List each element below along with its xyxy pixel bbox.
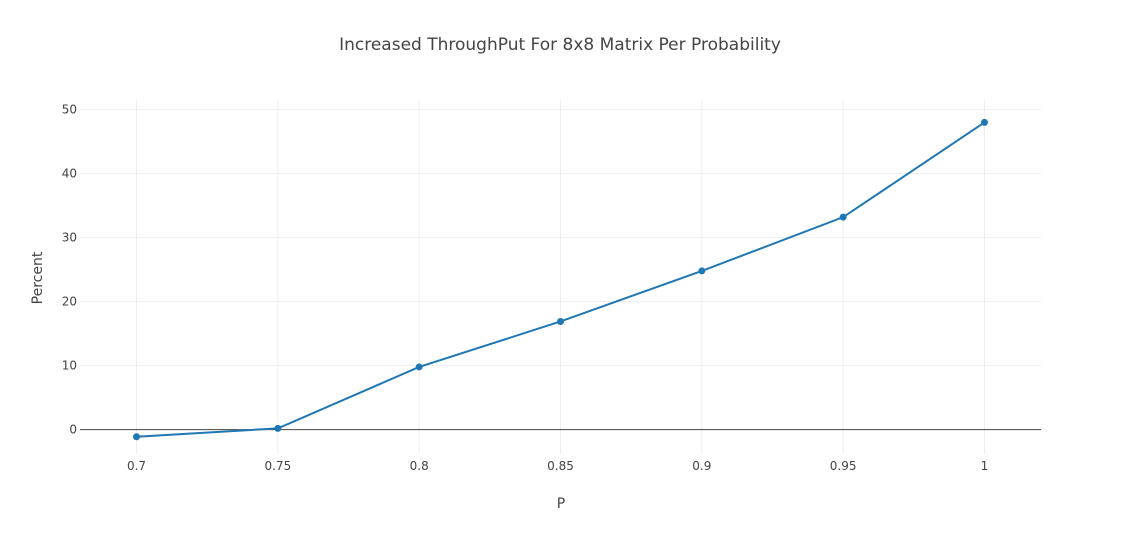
grid xyxy=(80,100,1041,454)
y-tick-label: 30 xyxy=(62,231,77,245)
data-point[interactable] xyxy=(557,317,564,325)
data-point[interactable] xyxy=(698,267,706,275)
y-tick-label: 40 xyxy=(62,167,77,181)
x-tick-label: 0.7 xyxy=(127,459,146,473)
y-axis-ticks: 0 10 20 30 40 50 xyxy=(62,103,77,437)
data-point[interactable] xyxy=(839,213,847,221)
data-point[interactable] xyxy=(133,433,141,441)
data-point[interactable] xyxy=(980,118,988,126)
y-axis-label: Percent xyxy=(30,251,46,304)
y-tick-label: 20 xyxy=(62,295,77,309)
data-point[interactable] xyxy=(274,424,282,432)
x-axis-label: P xyxy=(557,496,565,512)
x-tick-label: 0.75 xyxy=(264,459,291,473)
x-axis-ticks: 0.7 0.75 0.8 0.85 0.9 0.95 1 xyxy=(127,459,988,473)
x-tick-label: 0.95 xyxy=(830,459,857,473)
x-tick-label: 1 xyxy=(981,459,989,473)
x-tick-label: 0.85 xyxy=(547,459,574,473)
x-tick-label: 0.9 xyxy=(692,459,711,473)
plot-area xyxy=(133,118,988,441)
y-tick-label: 10 xyxy=(62,359,77,373)
y-tick-label: 0 xyxy=(69,423,77,437)
chart-title: Increased ThroughPut For 8x8 Matrix Per … xyxy=(339,35,781,55)
x-tick-label: 0.8 xyxy=(410,459,429,473)
y-tick-label: 50 xyxy=(62,103,77,117)
data-point[interactable] xyxy=(415,363,423,371)
